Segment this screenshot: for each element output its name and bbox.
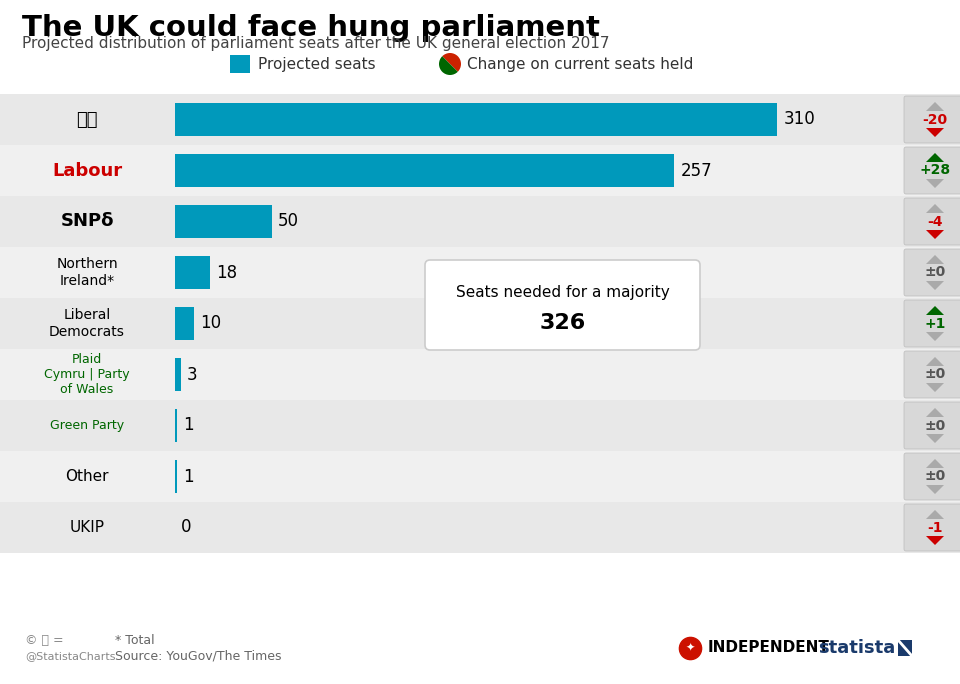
Polygon shape xyxy=(926,357,944,366)
Text: 50: 50 xyxy=(278,213,300,231)
Polygon shape xyxy=(926,128,944,137)
Text: 310: 310 xyxy=(783,111,815,129)
Text: Green Party: Green Party xyxy=(50,419,124,432)
Text: INDEPENDENT: INDEPENDENT xyxy=(708,640,829,655)
FancyBboxPatch shape xyxy=(0,349,960,400)
Text: 1: 1 xyxy=(183,417,194,434)
Text: -4: -4 xyxy=(927,215,943,228)
Text: -20: -20 xyxy=(923,112,948,127)
Text: Labour: Labour xyxy=(52,161,122,179)
Polygon shape xyxy=(926,281,944,290)
FancyBboxPatch shape xyxy=(0,502,960,553)
FancyBboxPatch shape xyxy=(175,307,195,340)
FancyBboxPatch shape xyxy=(904,147,960,194)
Text: +28: +28 xyxy=(920,163,950,178)
Text: © ⓘ =: © ⓘ = xyxy=(25,633,63,646)
Text: -1: -1 xyxy=(927,521,943,534)
Text: Liberal
Democrats: Liberal Democrats xyxy=(49,308,125,339)
Text: UKIP: UKIP xyxy=(69,520,105,535)
Text: 18: 18 xyxy=(216,263,237,282)
Polygon shape xyxy=(926,332,944,341)
FancyBboxPatch shape xyxy=(0,298,960,349)
FancyBboxPatch shape xyxy=(904,96,960,143)
Text: Other: Other xyxy=(65,469,108,484)
FancyBboxPatch shape xyxy=(175,358,180,391)
Text: The UK could face hung parliament: The UK could face hung parliament xyxy=(22,14,600,42)
Polygon shape xyxy=(926,306,944,315)
FancyBboxPatch shape xyxy=(0,451,960,502)
Wedge shape xyxy=(439,56,458,75)
FancyBboxPatch shape xyxy=(0,94,960,145)
FancyBboxPatch shape xyxy=(0,196,960,247)
FancyBboxPatch shape xyxy=(175,154,674,187)
Polygon shape xyxy=(926,153,944,162)
Text: 🇬🇧: 🇬🇧 xyxy=(76,111,98,129)
Polygon shape xyxy=(926,510,944,519)
Polygon shape xyxy=(926,536,944,545)
Text: +1: +1 xyxy=(924,317,946,330)
Text: 326: 326 xyxy=(540,313,586,332)
Text: 1: 1 xyxy=(183,467,194,486)
FancyBboxPatch shape xyxy=(230,55,250,73)
Text: 0: 0 xyxy=(181,518,191,536)
Text: ±0: ±0 xyxy=(924,265,946,280)
Polygon shape xyxy=(926,408,944,417)
Text: ±0: ±0 xyxy=(924,367,946,382)
Text: 257: 257 xyxy=(681,161,712,179)
FancyBboxPatch shape xyxy=(0,145,960,196)
Text: Projected seats: Projected seats xyxy=(258,57,375,72)
Polygon shape xyxy=(926,485,944,494)
FancyBboxPatch shape xyxy=(0,400,960,451)
Text: * Total: * Total xyxy=(115,633,155,646)
Text: Change on current seats held: Change on current seats held xyxy=(467,57,693,72)
FancyBboxPatch shape xyxy=(175,205,272,238)
Text: ±0: ±0 xyxy=(924,419,946,432)
Wedge shape xyxy=(443,53,461,72)
Text: Plaid
Cymru | Party
of Wales: Plaid Cymru | Party of Wales xyxy=(44,353,130,396)
FancyBboxPatch shape xyxy=(175,409,177,442)
FancyBboxPatch shape xyxy=(425,260,700,350)
Polygon shape xyxy=(926,383,944,392)
FancyBboxPatch shape xyxy=(904,351,960,398)
Text: Projected distribution of parliament seats after the UK general election 2017: Projected distribution of parliament sea… xyxy=(22,36,610,51)
Polygon shape xyxy=(926,179,944,188)
FancyBboxPatch shape xyxy=(904,300,960,347)
FancyBboxPatch shape xyxy=(175,103,778,136)
FancyBboxPatch shape xyxy=(175,256,210,289)
Text: Source: YouGov/The Times: Source: YouGov/The Times xyxy=(115,650,281,663)
Text: 3: 3 xyxy=(187,365,198,384)
FancyBboxPatch shape xyxy=(175,460,177,492)
FancyBboxPatch shape xyxy=(0,247,960,298)
Polygon shape xyxy=(926,230,944,239)
Text: SNPδ: SNPδ xyxy=(60,213,113,231)
FancyBboxPatch shape xyxy=(898,640,912,656)
Text: Seats needed for a majority: Seats needed for a majority xyxy=(456,285,669,300)
Polygon shape xyxy=(926,459,944,468)
FancyBboxPatch shape xyxy=(904,453,960,500)
FancyBboxPatch shape xyxy=(904,402,960,449)
Text: ✦: ✦ xyxy=(685,643,695,653)
Text: ±0: ±0 xyxy=(924,469,946,484)
Text: @StatistaCharts: @StatistaCharts xyxy=(25,651,115,661)
Polygon shape xyxy=(926,204,944,213)
Polygon shape xyxy=(926,255,944,264)
FancyBboxPatch shape xyxy=(904,198,960,245)
Polygon shape xyxy=(926,102,944,111)
Text: 10: 10 xyxy=(201,315,222,332)
FancyBboxPatch shape xyxy=(904,504,960,551)
Polygon shape xyxy=(926,434,944,443)
Text: Northern
Ireland*: Northern Ireland* xyxy=(57,257,118,287)
Text: statista: statista xyxy=(818,639,895,657)
FancyBboxPatch shape xyxy=(904,249,960,296)
